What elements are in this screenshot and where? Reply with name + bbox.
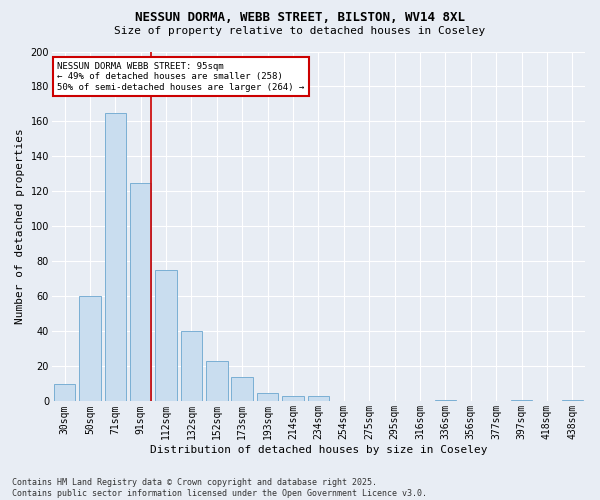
Text: NESSUN DORMA, WEBB STREET, BILSTON, WV14 8XL: NESSUN DORMA, WEBB STREET, BILSTON, WV14… [135, 11, 465, 24]
Text: Contains HM Land Registry data © Crown copyright and database right 2025.
Contai: Contains HM Land Registry data © Crown c… [12, 478, 427, 498]
Bar [54, 384, 76, 402]
Bar [130, 182, 151, 402]
Y-axis label: Number of detached properties: Number of detached properties [15, 128, 25, 324]
Bar [104, 112, 126, 402]
Bar [155, 270, 177, 402]
Bar [257, 392, 278, 402]
X-axis label: Distribution of detached houses by size in Coseley: Distribution of detached houses by size … [149, 445, 487, 455]
Bar [308, 396, 329, 402]
Bar [434, 400, 456, 402]
Bar [511, 400, 532, 402]
Bar [562, 400, 583, 402]
Text: NESSUN DORMA WEBB STREET: 95sqm
← 49% of detached houses are smaller (258)
50% o: NESSUN DORMA WEBB STREET: 95sqm ← 49% of… [57, 62, 304, 92]
Bar [282, 396, 304, 402]
Bar [181, 332, 202, 402]
Bar [232, 377, 253, 402]
Bar [79, 296, 101, 402]
Text: Size of property relative to detached houses in Coseley: Size of property relative to detached ho… [115, 26, 485, 36]
Bar [206, 361, 227, 402]
